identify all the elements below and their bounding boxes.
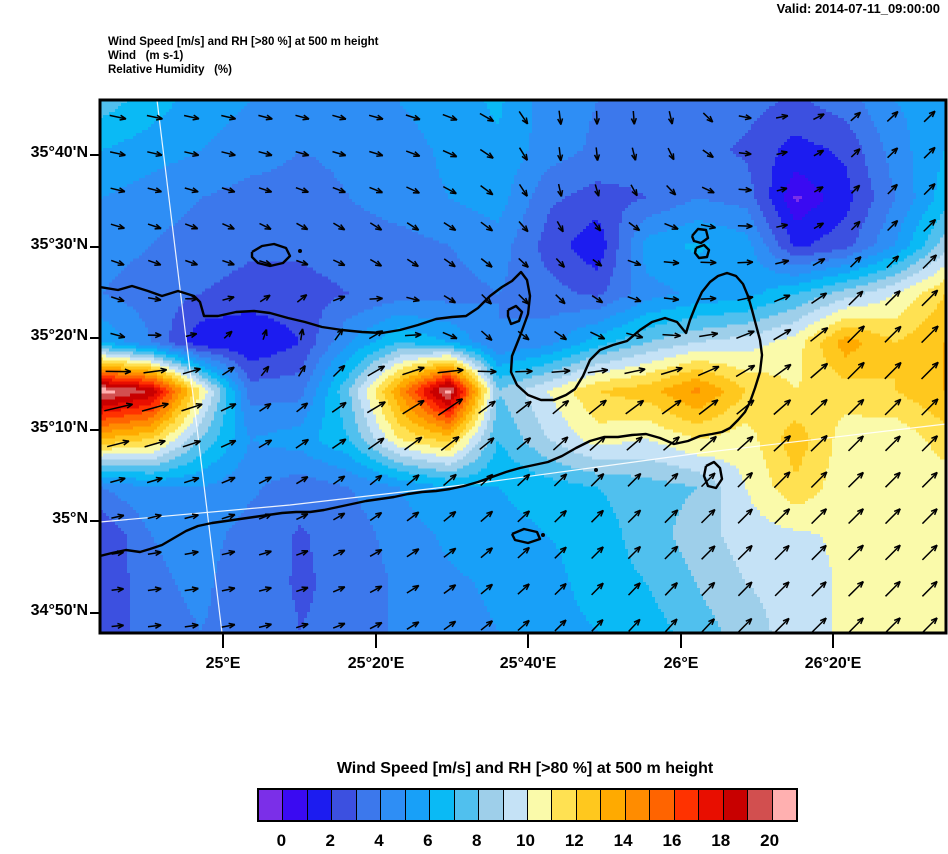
colorbar-cell-1 (283, 790, 308, 820)
colorbar-label-4: 4 (374, 831, 384, 850)
colorbar-cell-15 (625, 790, 651, 820)
colorbar-cell-13 (576, 790, 602, 820)
colorbar-cell-9 (479, 790, 504, 820)
colorbar (257, 788, 798, 822)
lon-tick-label-3: 26°E (663, 655, 699, 672)
colorbar-label-18: 18 (711, 831, 731, 850)
colorbar-cell-4 (356, 790, 382, 820)
lon-tick-label-4: 26°20'E (804, 655, 862, 672)
valid-timestamp: Valid: 2014-07-11_09:00:00 (776, 1, 940, 16)
colorbar-label-12: 12 (564, 831, 584, 850)
colorbar-cell-20 (748, 790, 773, 820)
colorbar-label-0: 0 (276, 831, 287, 850)
colorbar-label-16: 16 (662, 831, 682, 850)
colorbar-title: Wind Speed [m/s] and RH [>80 %] at 500 m… (336, 760, 714, 777)
colorbar-cell-10 (503, 790, 528, 820)
colorbar-cell-19 (723, 790, 749, 820)
lon-tick-label-0: 25°E (205, 655, 241, 672)
lon-tick-label-1: 25°20'E (347, 655, 405, 672)
colorbar-cell-7 (430, 790, 455, 820)
axis-ticks (90, 154, 834, 648)
map-border (98, 98, 948, 635)
colorbar-cell-11 (527, 790, 553, 820)
title-line3: Relative Humidity (%) (108, 64, 232, 76)
lat-tick-label-3: 35°10'N (30, 419, 88, 436)
colorbar-cell-16 (650, 790, 675, 820)
colorbar-label-8: 8 (471, 831, 482, 850)
colorbar-label-20: 20 (760, 831, 780, 850)
lat-tick-label-1: 35°30'N (30, 236, 88, 253)
colorbar-cell-14 (601, 790, 626, 820)
colorbar-cell-12 (552, 790, 577, 820)
colorbar-cell-2 (307, 790, 333, 820)
colorbar-label-10: 10 (516, 831, 535, 850)
colorbar-label-6: 6 (423, 831, 433, 850)
colorbar-cell-3 (332, 790, 357, 820)
coastline-path (100, 227, 764, 558)
title-line2: Wind (m s-1) (108, 50, 184, 62)
colorbar-cell-0 (259, 790, 284, 820)
plot-titles: Wind Speed [m/s] and RH [>80 %] at 500 m… (108, 35, 379, 77)
colorbar-cell-8 (454, 790, 480, 820)
lat-tick-label-0: 35°40'N (30, 144, 88, 161)
title-line1: Wind Speed [m/s] and RH [>80 %] at 500 m… (108, 36, 379, 48)
colorbar-cell-17 (674, 790, 700, 820)
colorbar-cell-6 (405, 790, 431, 820)
lat-tick-label-5: 34°50'N (30, 602, 88, 619)
colorbar-label-14: 14 (613, 831, 633, 850)
colorbar-label-2: 2 (325, 831, 335, 850)
colorbar-cell-18 (699, 790, 724, 820)
lat-tick-label-4: 35°N (52, 510, 88, 527)
colorbar-cell-5 (381, 790, 406, 820)
lat-tick-label-2: 35°20'N (30, 327, 88, 344)
lon-tick-label-2: 25°40'E (499, 655, 557, 672)
wind-arrows (104, 110, 939, 633)
colorbar-cell-21 (772, 790, 796, 820)
